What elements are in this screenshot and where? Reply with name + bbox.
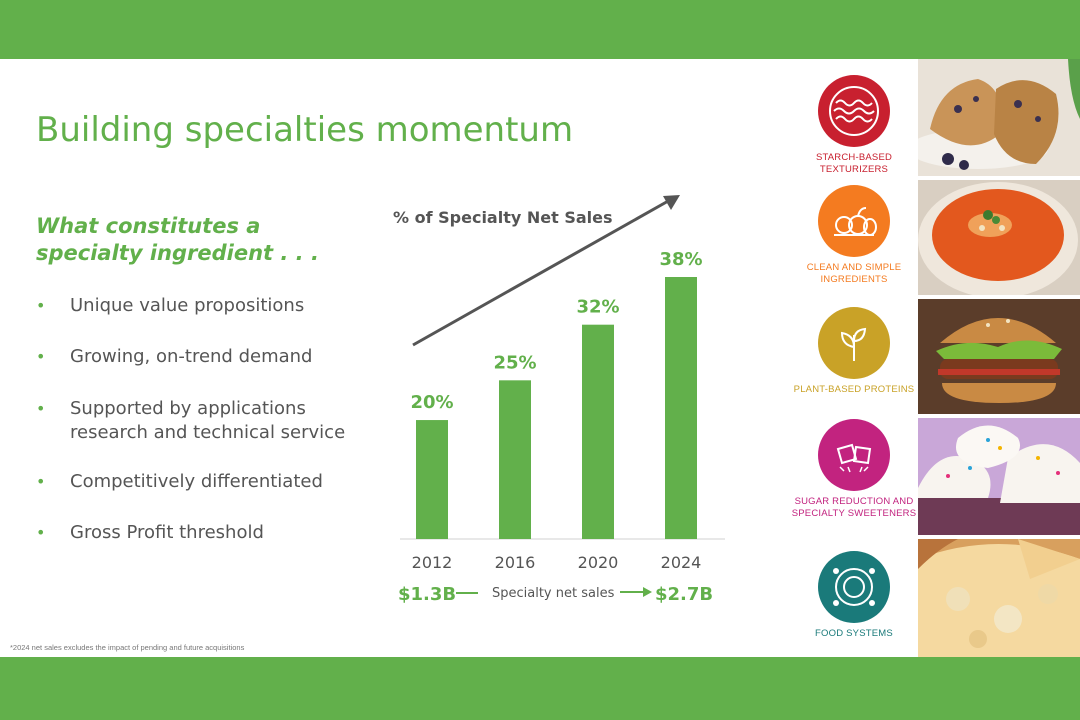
specialty-sales-chart: % of Specialty Net Sales 20% 2012 25% 2016 32…: [393, 195, 725, 605]
muffins-photo: [918, 59, 1080, 176]
bar: [499, 380, 531, 539]
sales-caption: Specialty net sales: [492, 586, 615, 601]
x-tick-label: 2020: [578, 553, 619, 572]
trend-arrow-head: [663, 195, 680, 210]
category-sugar: SUGAR REDUCTION AND SPECIALTY SWEETENERS: [790, 419, 918, 519]
soup-photo: [918, 180, 1080, 295]
bullet-dot-icon: •: [36, 472, 46, 491]
category-food-systems: FOOD SYSTEMS: [790, 551, 918, 640]
category-label: PLANT-BASED PROTEINS: [793, 384, 915, 395]
pizza-photo: [918, 539, 1080, 657]
sales-arrow-head: [643, 587, 652, 597]
bar: [416, 420, 448, 539]
chart-title: % of Specialty Net Sales: [393, 208, 613, 227]
value-label: 25%: [493, 352, 536, 373]
category-label: FOOD SYSTEMS: [815, 628, 893, 639]
burger-photo: [918, 299, 1080, 414]
bar: [582, 324, 614, 539]
sprout-icon: [818, 307, 890, 379]
category-label: CLEAN AND SIMPLE INGREDIENTS: [806, 262, 902, 285]
bullet-dot-icon: •: [36, 399, 46, 418]
cupcakes-photo: [918, 418, 1080, 535]
x-tick-label: 2024: [661, 553, 702, 572]
category-plant: PLANT-BASED PROTEINS: [790, 307, 918, 396]
plate-icon: [818, 551, 890, 623]
trend-arrow-line: [412, 198, 671, 347]
bottom-green-band: [0, 657, 1080, 720]
bullet-dot-icon: •: [36, 523, 46, 542]
footnote: *2024 net sales excludes the impact of p…: [10, 643, 245, 652]
x-tick-label: 2016: [495, 553, 536, 572]
category-label: STARCH-BASED TEXTURIZERS: [815, 152, 893, 175]
slide-title: Building specialties momentum: [36, 110, 574, 150]
value-label: 20%: [410, 392, 453, 413]
bar: [665, 277, 697, 539]
sugar-cubes-icon: [818, 419, 890, 491]
waves-icon: [818, 75, 890, 147]
x-tick-label: 2012: [412, 553, 453, 572]
category-clean: CLEAN AND SIMPLE INGREDIENTS: [790, 185, 918, 285]
category-starch: STARCH-BASED TEXTURIZERS: [790, 75, 918, 175]
sales-end-label: $2.7B: [655, 584, 713, 605]
produce-icon: [818, 185, 890, 257]
bullet-dot-icon: •: [36, 347, 46, 366]
sales-start-label: $1.3B: [398, 584, 456, 605]
question-heading: What constitutes a specialty ingredient …: [36, 214, 319, 265]
category-label: SUGAR REDUCTION AND SPECIALTY SWEETENERS: [791, 496, 917, 519]
category-column: STARCH-BASED TEXTURIZERS CLEAN AND SIMPL…: [790, 59, 918, 657]
value-label: 32%: [576, 297, 619, 318]
top-green-band: [0, 0, 1080, 59]
value-label: 38%: [659, 249, 702, 270]
bullet-dot-icon: •: [36, 296, 46, 315]
photo-column: [918, 59, 1080, 657]
